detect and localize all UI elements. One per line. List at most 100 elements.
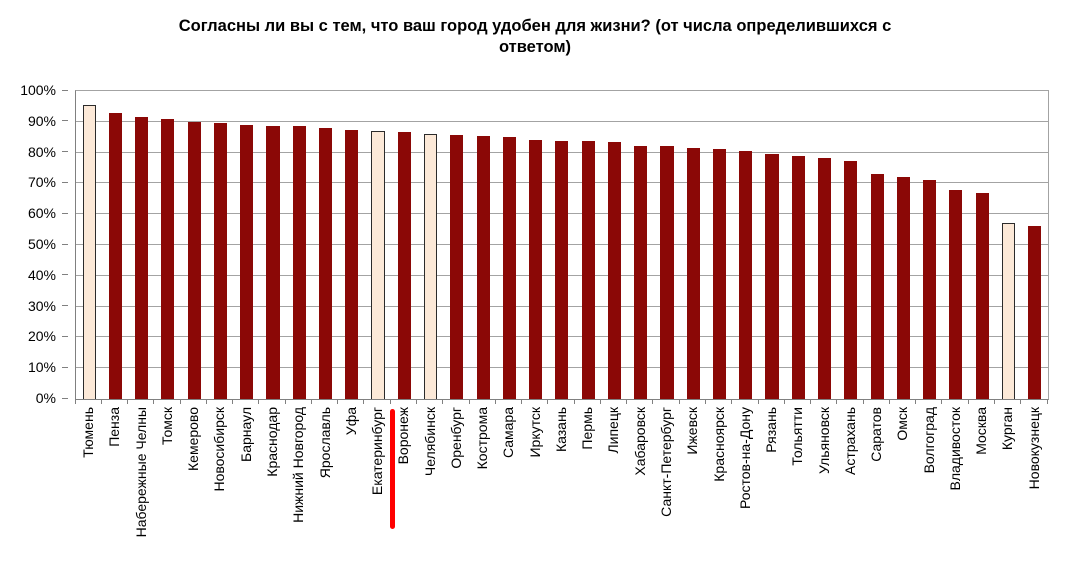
x-axis-label: Барнаул [237, 407, 254, 462]
x-tick-mark [731, 399, 733, 404]
x-label-slot: Волгоград [916, 407, 942, 577]
x-tick-mark [1020, 399, 1022, 404]
bar-slot [286, 91, 312, 399]
x-label-slot: Курган [994, 407, 1020, 577]
x-label-slot: Санкт-Петербург [653, 407, 679, 577]
bar [712, 148, 727, 399]
y-tick-mark [62, 305, 68, 307]
bar [949, 190, 963, 399]
x-tick-mark [547, 399, 549, 404]
x-label-slot: Барнаул [233, 407, 259, 577]
y-tick-mark [62, 151, 68, 153]
bar [135, 117, 149, 399]
x-label-slot: Астрахань [837, 407, 863, 577]
bar-slot [575, 91, 601, 399]
x-label-slot: Ульяновск [810, 407, 836, 577]
bar [739, 150, 753, 399]
x-label-slot: Оренбург [443, 407, 469, 577]
x-tick-mark [967, 399, 969, 404]
x-label-slot: Набережные Челны [128, 407, 154, 577]
x-label-slot: Красноярск [705, 407, 731, 577]
y-tick-label: 50% [27, 236, 56, 252]
x-tick-mark [810, 399, 812, 404]
bar-slot [312, 91, 338, 399]
bar-slot [759, 91, 785, 399]
bar-slot [969, 91, 995, 399]
x-tick-mark [337, 399, 339, 404]
x-label-slot: Пенза [101, 407, 127, 577]
x-axis-label: Ульяновск [815, 407, 832, 474]
x-axis-label: Красноярск [710, 407, 727, 482]
bar [529, 140, 543, 399]
y-tick-mark [62, 366, 68, 368]
bar-slot [706, 91, 732, 399]
x-tick-mark [205, 399, 207, 404]
x-axis-label: Пермь [579, 407, 596, 450]
x-tick-mark [573, 399, 575, 404]
bar-slot [470, 91, 496, 399]
bar-slot [601, 91, 627, 399]
x-tick-mark [442, 399, 444, 404]
bar [844, 160, 858, 399]
bar [686, 147, 700, 399]
x-label-slot: Томск [154, 407, 180, 577]
bar [896, 177, 910, 399]
x-label-slot: Тольятти [784, 407, 810, 577]
x-axis-label: Пенза [106, 407, 123, 447]
x-label-slot: Нижний Новгород [285, 407, 311, 577]
x-axis-labels: Тюмень Пенза Набережные Челны Томск Кемерово… [75, 407, 1047, 577]
x-axis-label: Самара [500, 407, 517, 459]
x-tick-mark [100, 399, 102, 404]
x-label-slot: Воронеж [390, 407, 416, 577]
x-label-slot: Казань [548, 407, 574, 577]
x-axis-label: Иркутск [526, 407, 543, 458]
y-tick-label: 100% [20, 82, 56, 98]
x-label-slot: Рязань [758, 407, 784, 577]
x-axis-label: Тольятти [789, 407, 806, 466]
bar [108, 112, 122, 399]
bar [634, 145, 648, 399]
x-label-slot: Саратов [863, 407, 889, 577]
x-label-slot: Самара [495, 407, 521, 577]
x-axis-label: Рязань [763, 407, 780, 453]
x-axis-label: Кострома [474, 407, 491, 470]
x-label-slot: Кострома [469, 407, 495, 577]
bar [607, 142, 621, 399]
y-tick-mark [62, 212, 68, 214]
bar-slot [549, 91, 575, 399]
x-axis-label: Ростов-на-Дону [736, 407, 753, 509]
x-tick-mark [862, 399, 864, 404]
x-label-slot: Владивосток [942, 407, 968, 577]
x-tick-mark [284, 399, 286, 404]
bar [292, 126, 306, 399]
bar-slot [733, 91, 759, 399]
x-tick-mark [468, 399, 470, 404]
bar-slot [496, 91, 522, 399]
bar-slot [995, 91, 1021, 399]
chart-title: Согласны ли вы с тем, что ваш город удоб… [178, 17, 892, 57]
y-tick-label: 30% [27, 297, 56, 314]
x-label-slot: Иркутск [522, 407, 548, 577]
x-axis-label: Астрахань [841, 407, 858, 475]
bar [581, 141, 595, 399]
x-axis-label: Челябинск [421, 407, 438, 477]
bar [187, 121, 201, 399]
bar-slot [838, 91, 864, 399]
x-tick-mark [310, 399, 312, 404]
x-axis-ticks [74, 399, 1048, 405]
bar-slot [864, 91, 890, 399]
x-axis-label: Омск [894, 407, 911, 441]
bar [818, 157, 832, 399]
x-label-slot: Ижевск [679, 407, 705, 577]
bar [345, 130, 359, 399]
x-tick-mark [416, 399, 417, 404]
bar [450, 135, 464, 399]
x-label-slot: Ростов-на-Дону [732, 407, 758, 577]
x-tick-mark [1046, 399, 1048, 404]
y-tick-mark [62, 397, 68, 399]
bar-slot [365, 91, 391, 399]
bar-slot [102, 91, 128, 399]
x-axis-label: Набережные Челны [132, 407, 149, 538]
y-tick-label: 10% [27, 359, 56, 376]
bar-slot [943, 91, 969, 399]
